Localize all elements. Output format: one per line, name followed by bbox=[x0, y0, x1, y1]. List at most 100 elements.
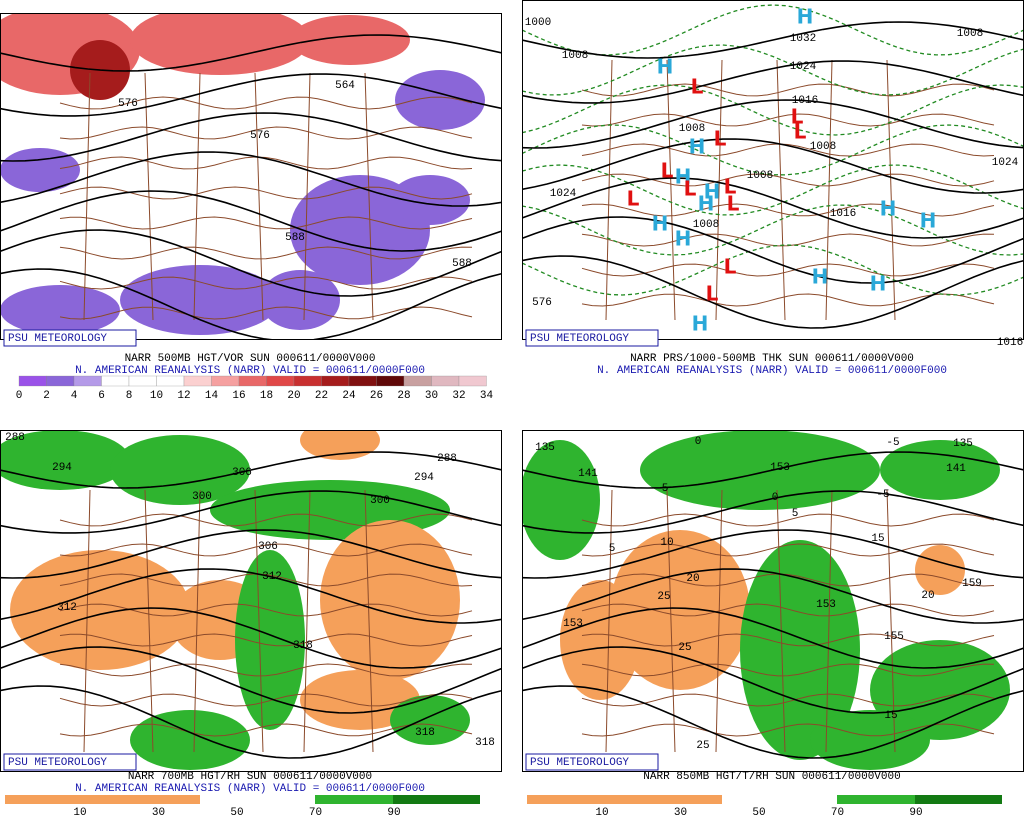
contour-label: 288 bbox=[5, 432, 25, 444]
contour-label: 5 bbox=[792, 508, 799, 520]
badge-box bbox=[3, 329, 137, 347]
state-border bbox=[254, 489, 264, 753]
colorbar-label: 12 bbox=[177, 390, 190, 402]
colorbar-label: 50 bbox=[752, 807, 765, 819]
colorbar-swatch bbox=[183, 375, 212, 387]
height-contour bbox=[522, 255, 1024, 329]
badge: PSU METEOROLOGY bbox=[530, 333, 629, 345]
colorbar-label: 22 bbox=[315, 390, 328, 402]
contour-label: 588 bbox=[285, 232, 305, 244]
field-shading bbox=[120, 265, 280, 335]
colorbar-label: 4 bbox=[71, 390, 78, 402]
height-contour bbox=[0, 112, 502, 162]
field-shading bbox=[235, 550, 305, 730]
state-border bbox=[776, 59, 786, 321]
low-symbol: L bbox=[714, 127, 727, 151]
low-symbol: L bbox=[684, 177, 697, 201]
colorbar-swatch bbox=[293, 375, 322, 387]
contour-label: 5 bbox=[662, 483, 669, 495]
valid-line: N. AMERICAN REANALYSIS (NARR) VALID = 00… bbox=[75, 783, 425, 795]
high-symbol: H bbox=[698, 192, 715, 216]
high-symbol: H bbox=[675, 227, 692, 251]
height-contour bbox=[522, 451, 1024, 489]
high-symbol: H bbox=[652, 212, 669, 236]
state-border bbox=[605, 59, 613, 321]
contour-label: 159 bbox=[962, 578, 982, 590]
height-contour bbox=[0, 268, 502, 340]
state-border bbox=[581, 513, 995, 527]
low-symbol: L bbox=[727, 192, 740, 216]
height-contour bbox=[522, 568, 1024, 624]
colorbar-label: 28 bbox=[397, 390, 410, 402]
state-border bbox=[59, 663, 473, 677]
contour-label: -5 bbox=[876, 489, 889, 501]
colorbar-swatch bbox=[73, 375, 102, 387]
contour-label: 306 bbox=[258, 541, 278, 553]
state-border bbox=[605, 489, 613, 753]
colorbar-swatch bbox=[915, 795, 1002, 804]
contour-label: -5 bbox=[886, 437, 899, 449]
height-contour bbox=[522, 216, 1024, 284]
contour-label: 294 bbox=[52, 462, 72, 474]
colorbar-label: 20 bbox=[287, 390, 300, 402]
state-border bbox=[886, 489, 896, 753]
state-border bbox=[59, 216, 473, 230]
badge: PSU METEOROLOGY bbox=[8, 757, 107, 769]
contour-label: 1024 bbox=[992, 157, 1019, 169]
contour-label: 1008 bbox=[747, 170, 773, 182]
state-border bbox=[581, 293, 995, 307]
high-symbol: H bbox=[880, 197, 897, 221]
low-symbol: L bbox=[691, 75, 704, 99]
contour-label: 15 bbox=[871, 533, 884, 545]
state-border bbox=[59, 246, 473, 260]
caption: NARR 500MB HGT/VOR SUN 000611/0000V000 bbox=[125, 353, 376, 365]
colorbar-label: 30 bbox=[674, 807, 687, 819]
state-border bbox=[715, 489, 723, 753]
contour-label: 141 bbox=[946, 463, 966, 475]
contour-label: 25 bbox=[657, 591, 670, 603]
height-contour bbox=[0, 190, 502, 252]
contour-label: 306 bbox=[232, 467, 252, 479]
low-symbol: L bbox=[724, 255, 737, 279]
contour-label: 576 bbox=[118, 98, 138, 110]
colorbar-label: 18 bbox=[260, 390, 273, 402]
high-symbol: H bbox=[689, 135, 706, 159]
field-shading bbox=[0, 285, 120, 335]
colorbar-label: 30 bbox=[152, 807, 165, 819]
contour-label: 25 bbox=[678, 642, 691, 654]
low-symbol: L bbox=[706, 282, 719, 306]
badge-box bbox=[525, 753, 659, 771]
field-shading bbox=[390, 175, 470, 225]
colorbar-swatch bbox=[722, 795, 837, 804]
colorbar-label: 34 bbox=[480, 390, 494, 402]
height-contour bbox=[522, 685, 1024, 759]
height-contour bbox=[0, 229, 502, 297]
colorbar-label: 8 bbox=[126, 390, 133, 402]
colorbar-swatch bbox=[18, 375, 47, 387]
contour-label: 288 bbox=[437, 453, 457, 465]
map-frame bbox=[0, 13, 502, 340]
high-symbol: H bbox=[870, 272, 887, 296]
contour-label: 1016 bbox=[830, 208, 856, 220]
contour-label: 312 bbox=[57, 602, 77, 614]
field-shading bbox=[915, 545, 965, 595]
colorbar-label: 6 bbox=[98, 390, 105, 402]
thickness-contour bbox=[522, 244, 1024, 296]
badge: PSU METEOROLOGY bbox=[8, 333, 107, 345]
height-contour bbox=[522, 607, 1024, 669]
state-border bbox=[581, 663, 995, 677]
height-contour bbox=[522, 177, 1024, 239]
contour-label: 153 bbox=[563, 618, 583, 630]
state-border bbox=[776, 489, 786, 753]
colorbar-label: 70 bbox=[831, 807, 844, 819]
state-border bbox=[59, 306, 473, 320]
height-contour bbox=[0, 685, 502, 759]
colorbar-swatch bbox=[403, 375, 432, 387]
low-symbol: L bbox=[661, 159, 674, 183]
valid-line: N. AMERICAN REANALYSIS (NARR) VALID = 00… bbox=[597, 365, 947, 377]
height-contour bbox=[522, 490, 1024, 534]
height-contour bbox=[0, 607, 502, 669]
colorbar-swatch bbox=[238, 375, 267, 387]
state-border bbox=[59, 156, 473, 170]
state-border bbox=[581, 723, 995, 737]
